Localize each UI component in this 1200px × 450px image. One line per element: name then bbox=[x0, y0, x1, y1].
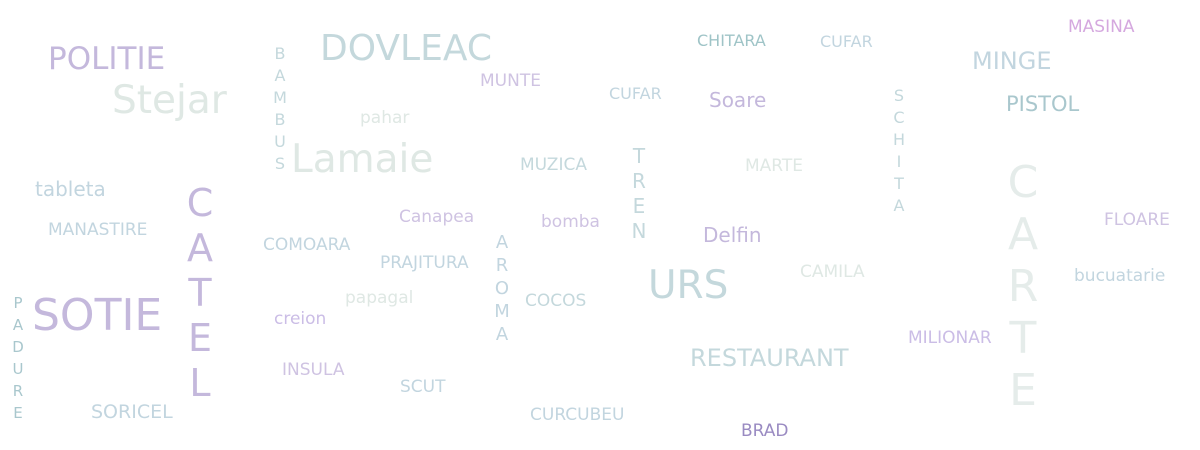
letter: T bbox=[632, 144, 646, 168]
letter: B bbox=[274, 44, 286, 63]
letter: A bbox=[893, 196, 905, 215]
letter: U bbox=[12, 360, 24, 378]
word-creion: creion bbox=[274, 309, 327, 329]
word-bambus-vertical: B A M B U S bbox=[271, 43, 289, 175]
word-bucuatarie: bucuatarie bbox=[1074, 266, 1166, 286]
letter: R bbox=[1007, 261, 1039, 312]
letter: I bbox=[896, 152, 902, 171]
letter: E bbox=[632, 194, 646, 218]
letter: N bbox=[631, 219, 647, 243]
word-politie: POLITIE bbox=[48, 41, 166, 77]
letter: L bbox=[189, 361, 211, 405]
word-catel-vertical: C A T E L bbox=[184, 181, 216, 406]
letter: H bbox=[892, 130, 906, 149]
letter: R bbox=[12, 382, 24, 400]
word-masina: MASINA bbox=[1068, 17, 1135, 37]
word-sotie: SOTIE bbox=[32, 290, 163, 341]
word-delfin: Delfin bbox=[703, 223, 762, 247]
letter: A bbox=[187, 226, 213, 270]
word-lamaie: Lamaie bbox=[291, 137, 434, 182]
word-restaurant: RESTAURANT bbox=[690, 344, 849, 372]
word-insula: INSULA bbox=[282, 360, 345, 380]
letter: A bbox=[12, 316, 24, 334]
letter: M bbox=[273, 88, 287, 107]
letter: C bbox=[1007, 157, 1039, 208]
word-stejar: Stejar bbox=[112, 78, 227, 123]
letter: P bbox=[13, 294, 23, 312]
word-brad: BRAD bbox=[741, 421, 789, 441]
letter: D bbox=[12, 338, 24, 356]
letter: T bbox=[1009, 313, 1037, 364]
word-schita-vertical: S C H I T A bbox=[890, 85, 908, 217]
word-floare: FLOARE bbox=[1104, 210, 1170, 230]
letter: A bbox=[1007, 209, 1039, 260]
letter: O bbox=[494, 278, 510, 299]
word-muzica: MUZICA bbox=[520, 155, 587, 175]
letter: C bbox=[893, 108, 905, 127]
word-soare: Soare bbox=[709, 88, 767, 112]
letter: M bbox=[494, 301, 510, 322]
letter: A bbox=[495, 232, 509, 253]
word-munte: MUNTE bbox=[480, 71, 541, 91]
word-cocos: COCOS bbox=[525, 291, 587, 311]
word-pistol: PISTOL bbox=[1006, 92, 1080, 116]
letter: E bbox=[13, 404, 23, 422]
word-cufar-mid: CUFAR bbox=[609, 84, 662, 103]
word-papagal: papagal bbox=[345, 288, 414, 308]
word-minge: MINGE bbox=[972, 47, 1052, 75]
word-scut: SCUT bbox=[400, 377, 446, 397]
word-chitara: CHITARA bbox=[697, 31, 766, 50]
letter: A bbox=[495, 324, 509, 345]
word-padure-vertical: P A D U R E bbox=[10, 292, 26, 424]
word-curcubeu: CURCUBEU bbox=[530, 405, 625, 425]
word-marte: MARTE bbox=[745, 156, 803, 176]
word-soricel: SORICEL bbox=[91, 401, 173, 423]
letter: A bbox=[274, 66, 286, 85]
letter: B bbox=[274, 110, 286, 129]
letter: C bbox=[186, 181, 214, 225]
word-carte-vertical: C A R T E bbox=[1004, 157, 1042, 417]
word-canapea: Canapea bbox=[399, 207, 475, 227]
word-camila: CAMILA bbox=[800, 262, 865, 282]
letter: U bbox=[274, 132, 286, 151]
word-milionar: MILIONAR bbox=[908, 328, 992, 348]
letter: T bbox=[894, 174, 904, 193]
word-prajitura: PRAJITURA bbox=[380, 253, 469, 273]
word-dovleac: DOVLEAC bbox=[320, 28, 492, 69]
word-bomba: bomba bbox=[541, 212, 600, 232]
letter: S bbox=[274, 154, 286, 173]
word-manastire: MANASTIRE bbox=[48, 220, 148, 240]
word-aroma-vertical: A R O M A bbox=[493, 231, 511, 346]
word-pahar: pahar bbox=[360, 108, 410, 128]
letter: E bbox=[1009, 365, 1037, 416]
word-urs: URS bbox=[648, 263, 729, 308]
letter: E bbox=[187, 316, 212, 360]
letter: R bbox=[632, 169, 646, 193]
word-comoara: COMOARA bbox=[263, 235, 351, 255]
letter: S bbox=[893, 86, 905, 105]
letter: T bbox=[188, 271, 212, 315]
word-tren-vertical: T R E N bbox=[629, 144, 649, 244]
word-tableta: tableta bbox=[35, 177, 106, 201]
word-cufar-top: CUFAR bbox=[820, 32, 873, 51]
letter: R bbox=[495, 255, 509, 276]
